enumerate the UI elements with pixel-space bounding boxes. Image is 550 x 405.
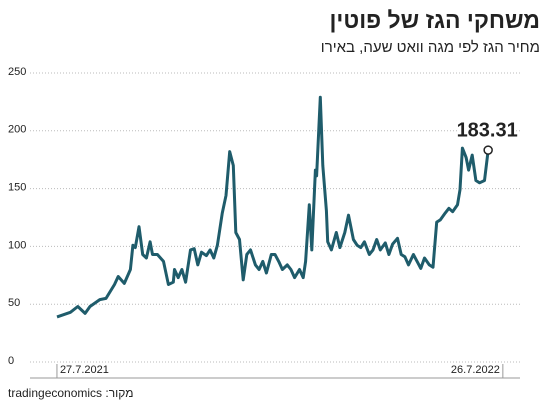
label-box (458, 119, 517, 142)
x-tick-label: 27.7.2021 (60, 364, 109, 376)
source: מקור: tradingeconomics (8, 386, 133, 400)
chart-title: משחקי הגז של פוטין (329, 7, 540, 33)
x-tick-label: 26.7.2022 (451, 364, 500, 376)
y-tick-label: 50 (8, 297, 20, 309)
y-tick-label: 200 (8, 124, 26, 136)
y-tick-label: 0 (8, 355, 14, 367)
end-marker (483, 145, 493, 155)
line (56, 95, 490, 319)
chart-subtitle: מחיר הגז לפי מגה וואט שעה, באירו (321, 39, 540, 56)
y-tick-label: 100 (8, 239, 26, 251)
y-tick-label: 250 (8, 66, 26, 78)
y-tick-label: 150 (8, 182, 26, 194)
value-label: 183.31 (457, 119, 518, 141)
